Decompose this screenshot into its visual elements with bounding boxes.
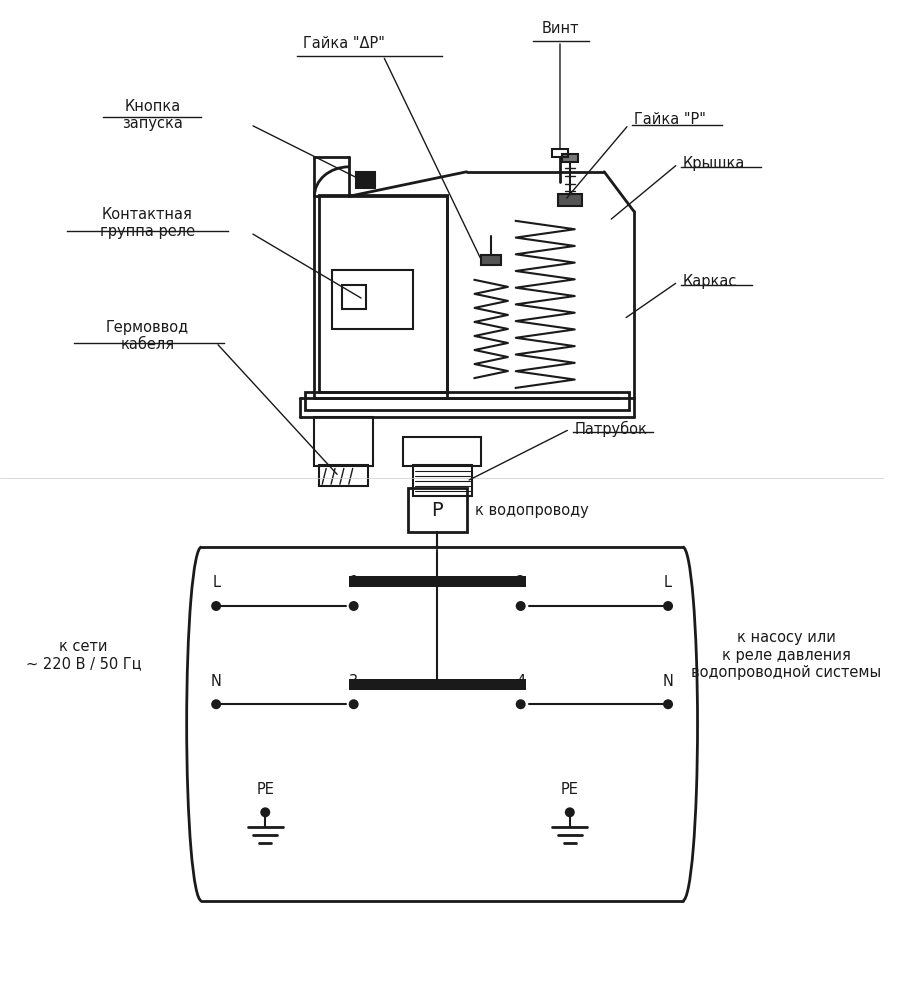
Circle shape bbox=[517, 602, 525, 610]
Text: к сети
~ 220 В / 50 Гц: к сети ~ 220 В / 50 Гц bbox=[26, 639, 141, 671]
Text: Каркас: Каркас bbox=[683, 275, 737, 289]
Text: Контактная
группа реле: Контактная группа реле bbox=[100, 206, 195, 239]
Text: N: N bbox=[211, 674, 221, 689]
Text: Винт: Винт bbox=[541, 21, 579, 37]
Circle shape bbox=[517, 700, 525, 708]
Bar bbox=[412, 464, 472, 496]
Text: Гайка "P": Гайка "P" bbox=[634, 113, 706, 127]
Text: Гермоввод
кабеля: Гермоввод кабеля bbox=[106, 320, 189, 352]
Bar bbox=[332, 270, 412, 329]
Text: P: P bbox=[431, 501, 443, 520]
Circle shape bbox=[664, 602, 672, 610]
Bar bbox=[558, 195, 581, 206]
Text: 3: 3 bbox=[349, 674, 358, 689]
Bar bbox=[320, 196, 447, 392]
Bar bbox=[408, 488, 467, 533]
Circle shape bbox=[566, 808, 573, 816]
Bar bbox=[349, 679, 526, 691]
Bar bbox=[482, 255, 501, 265]
Text: к водопроводу: к водопроводу bbox=[474, 503, 589, 518]
Circle shape bbox=[261, 808, 269, 816]
Bar bbox=[552, 149, 568, 157]
Bar bbox=[349, 576, 526, 587]
Text: L: L bbox=[664, 575, 672, 590]
Bar bbox=[304, 392, 629, 409]
Text: N: N bbox=[662, 674, 673, 689]
Circle shape bbox=[350, 602, 357, 610]
Bar bbox=[320, 464, 368, 486]
Text: 1: 1 bbox=[349, 575, 358, 590]
Circle shape bbox=[212, 602, 220, 610]
Bar bbox=[562, 154, 578, 162]
Text: Крышка: Крышка bbox=[683, 156, 745, 171]
Text: PE: PE bbox=[256, 782, 274, 796]
Text: Патрубок: Патрубок bbox=[575, 421, 648, 438]
Text: PE: PE bbox=[561, 782, 579, 796]
Text: Кнопка
запуска: Кнопка запуска bbox=[122, 99, 183, 131]
Circle shape bbox=[212, 700, 220, 708]
Circle shape bbox=[350, 700, 357, 708]
Text: к насосу или
к реле давления
водопроводной системы: к насосу или к реле давления водопроводн… bbox=[691, 630, 881, 680]
Bar bbox=[356, 172, 375, 189]
Text: 2: 2 bbox=[516, 575, 526, 590]
Bar bbox=[342, 285, 366, 309]
Bar bbox=[403, 437, 482, 466]
Text: 4: 4 bbox=[516, 674, 526, 689]
Text: L: L bbox=[212, 575, 220, 590]
Text: Гайка "ΔP": Гайка "ΔP" bbox=[303, 36, 385, 51]
Bar bbox=[314, 417, 374, 466]
Circle shape bbox=[664, 700, 672, 708]
